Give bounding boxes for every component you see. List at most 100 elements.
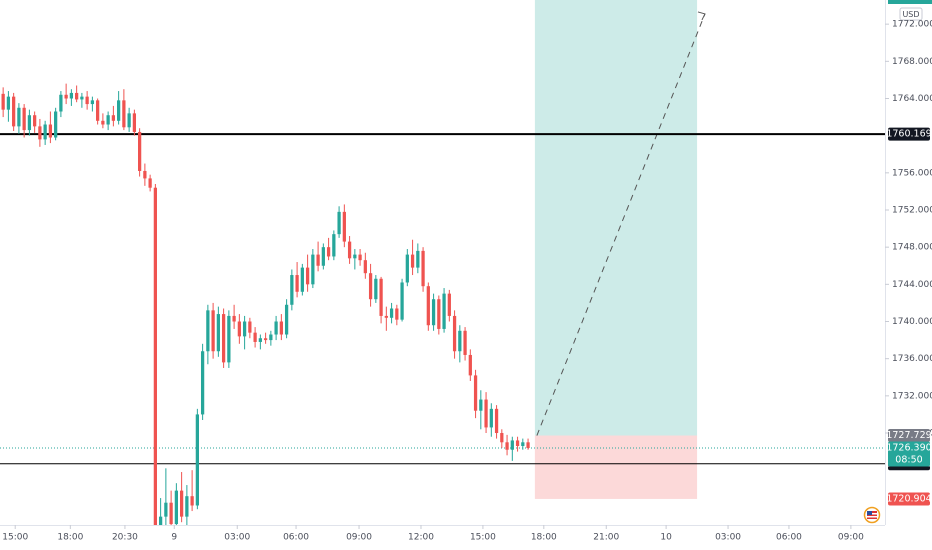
candle-body	[489, 408, 493, 428]
x-tick-label: 03:00	[715, 533, 741, 543]
candle-body	[311, 254, 315, 285]
projection-arrow	[697, 11, 706, 21]
candle-body	[332, 234, 336, 257]
candle-body	[158, 516, 163, 525]
candle-body	[117, 100, 121, 121]
plot-area	[0, 0, 885, 525]
candle-body	[305, 267, 310, 285]
last-price-tag-box	[888, 441, 930, 467]
x-tick-label: 06:00	[776, 533, 802, 543]
candle-body	[143, 170, 147, 179]
candle-body	[431, 299, 436, 326]
candle-body	[127, 113, 131, 128]
x-tick-label: 9	[171, 533, 177, 543]
candle-body	[164, 502, 168, 517]
projection-line	[536, 13, 706, 436]
candle-body	[174, 490, 178, 525]
candle-body	[458, 330, 462, 352]
candle-body	[494, 408, 499, 434]
currency: USD	[902, 10, 919, 19]
y-tick-label: 1752.000	[892, 206, 932, 216]
top-tag	[888, 0, 932, 4]
y-tick-label: 1772.000	[892, 20, 932, 30]
candle-body	[463, 330, 467, 355]
candle-body	[452, 315, 457, 352]
candle-body	[342, 211, 346, 242]
candle-body	[75, 92, 79, 100]
candle-body	[363, 260, 367, 274]
candle-body	[258, 338, 262, 342]
entry-tag: 1727.729	[886, 430, 931, 441]
candle-body	[468, 354, 472, 376]
candle-body	[473, 375, 478, 411]
candle-body	[232, 315, 236, 322]
x-tick-label: 09:00	[838, 533, 864, 543]
candle-body	[190, 496, 194, 506]
candle-body	[179, 490, 184, 517]
candle-body	[96, 100, 100, 121]
candle-body	[43, 124, 47, 140]
candle-body	[48, 124, 53, 138]
axes: 1728.0001732.0001736.0001740.0001744.000…	[2, 20, 932, 543]
countdown: 08:50	[895, 454, 922, 465]
y-tick-label: 1744.000	[892, 280, 932, 290]
x-tick-label: 12:00	[408, 533, 434, 543]
stop-zone	[534, 435, 698, 499]
candle-body	[169, 502, 173, 525]
candle-body	[54, 111, 58, 138]
x-tick-label: 09:00	[346, 533, 372, 543]
x-tick-label: 15:00	[470, 533, 496, 543]
candle-body	[426, 286, 430, 326]
candle-body	[384, 315, 388, 318]
candle-body	[521, 442, 525, 447]
candle-body	[416, 250, 420, 268]
y-tick-label: 1740.000	[892, 317, 932, 327]
candle-body	[153, 187, 158, 525]
x-tick-label: 03:00	[224, 533, 250, 543]
candle-body	[358, 254, 362, 261]
y-tick-label: 1756.000	[892, 168, 932, 178]
candle-body	[263, 338, 268, 341]
y-tick-label: 1732.000	[892, 391, 932, 401]
stop-tag-box	[888, 492, 930, 506]
candle-body	[33, 115, 37, 127]
y-tick-label: 1768.000	[892, 57, 932, 67]
candle-body	[279, 321, 283, 335]
candle-body	[484, 399, 488, 428]
candle-body	[216, 314, 220, 352]
candle-body	[132, 113, 137, 132]
candle-body	[148, 178, 152, 188]
candle-body	[1, 93, 5, 110]
candle-body	[237, 321, 241, 337]
y-tick-label: 1748.000	[892, 243, 932, 253]
candle-body	[206, 310, 210, 352]
candle-body	[400, 282, 404, 320]
candle-body	[347, 241, 352, 259]
x-tick-label: 15:00	[2, 533, 28, 543]
candle-body	[227, 315, 231, 363]
candle-body	[515, 440, 520, 447]
last-price-tag: 1726.390	[886, 442, 931, 453]
stop-tag: 1720.904	[886, 493, 931, 504]
x-tick-label: 20:30	[112, 533, 138, 543]
candle-body	[284, 304, 289, 335]
candle-body	[38, 126, 42, 140]
candle-body	[353, 254, 357, 259]
candle-body	[410, 254, 415, 268]
candle-body	[479, 399, 483, 411]
candle-body	[111, 115, 116, 121]
x-tick-label: 18:00	[57, 533, 83, 543]
candle-body	[6, 96, 11, 110]
candle-body	[395, 308, 399, 320]
candle-body	[505, 442, 509, 450]
candle-body	[211, 310, 215, 352]
candle-body	[326, 247, 331, 257]
candle-body	[447, 293, 451, 316]
candle-body	[137, 131, 142, 171]
candle-body	[101, 120, 105, 125]
candle-body	[405, 254, 409, 283]
candle-body	[22, 107, 26, 131]
x-tick-label: 10	[660, 533, 672, 543]
candle-body	[374, 278, 378, 300]
